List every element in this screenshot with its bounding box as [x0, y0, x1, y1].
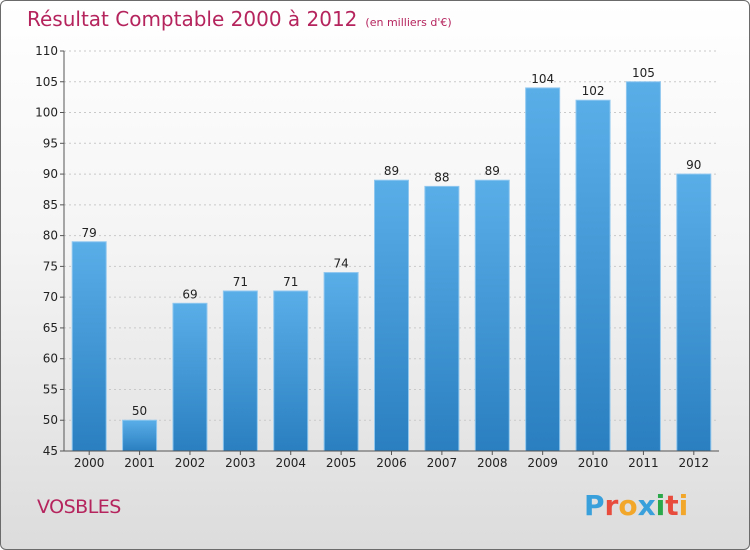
data-label-2008: 89 [485, 164, 500, 178]
y-tick-label: 75 [43, 259, 58, 273]
data-label-2003: 71 [233, 275, 248, 289]
x-tick-label-2008: 2008 [477, 456, 508, 470]
logo-letter: o [618, 489, 638, 522]
logo-letter: i [655, 489, 666, 522]
bars [71, 81, 712, 452]
y-tick-label: 70 [43, 290, 58, 304]
x-tick-label-2012: 2012 [679, 456, 710, 470]
y-tick-label: 55 [43, 382, 58, 396]
data-label-2000: 79 [82, 226, 97, 240]
y-tick-label: 80 [43, 229, 58, 243]
y-tick-label: 45 [43, 444, 58, 458]
y-tick-label: 110 [35, 44, 58, 58]
y-tick-label: 90 [43, 167, 58, 181]
bar-2011 [625, 81, 661, 452]
bar-2007 [424, 185, 460, 452]
x-tick-label-2011: 2011 [628, 456, 659, 470]
logo-letter: t [665, 489, 679, 522]
bar-2012 [676, 173, 712, 452]
y-tick-label: 85 [43, 198, 58, 212]
data-label-2005: 74 [333, 257, 348, 271]
bar-2010 [575, 99, 611, 452]
title-unit: (en milliers d'€) [365, 16, 452, 29]
x-tick-label-2009: 2009 [527, 456, 558, 470]
y-tick-label: 105 [35, 75, 58, 89]
data-label-2011: 105 [632, 66, 655, 80]
x-tick-label-2004: 2004 [275, 456, 306, 470]
y-tick-label: 95 [43, 136, 58, 150]
chart-title: Résultat Comptable 2000 à 2012 (en millie… [27, 7, 452, 31]
x-tick-label-2007: 2007 [427, 456, 458, 470]
x-tick-label-2002: 2002 [175, 456, 206, 470]
data-label-2009: 104 [531, 72, 554, 86]
bar-2004 [273, 290, 309, 452]
data-label-2010: 102 [582, 84, 605, 98]
x-axis-ticks: 2000 2001 2002 2003 2004 2005 2006 2007 2008 2009… [74, 451, 709, 470]
bar-2008 [474, 179, 510, 452]
bar-2003 [222, 290, 258, 452]
data-label-2002: 69 [182, 287, 197, 301]
bar-2006 [374, 179, 409, 452]
data-label-2001: 50 [132, 404, 147, 418]
bar-2000 [71, 241, 107, 452]
title-text: Résultat Comptable 2000 à 2012 [27, 7, 358, 31]
data-label-2004: 71 [283, 275, 298, 289]
data-labels: 79 50 69 71 71 74 89 88 89 104 102 105 90 [82, 66, 702, 418]
bar-2009 [525, 87, 561, 452]
logo-letter: r [604, 489, 619, 522]
data-label-2012: 90 [686, 158, 701, 172]
logo-letter: x [637, 489, 656, 522]
bar-2002 [172, 302, 208, 452]
logo-letter: P [584, 489, 605, 522]
y-tick-label: 50 [43, 413, 58, 427]
y-tick-label: 100 [35, 106, 58, 120]
y-tick-label: 65 [43, 321, 58, 335]
proxiti-logo: Proxiti [584, 489, 688, 522]
bar-2005 [323, 272, 359, 452]
data-label-2006: 89 [384, 164, 399, 178]
x-tick-label-2000: 2000 [74, 456, 105, 470]
bar-2001 [122, 419, 158, 452]
x-tick-label-2003: 2003 [225, 456, 256, 470]
x-tick-label-2005: 2005 [326, 456, 357, 470]
commune-name: VOSBLES [37, 496, 121, 518]
logo-letter: i [678, 489, 689, 522]
data-label-2007: 88 [434, 170, 449, 184]
x-tick-label-2001: 2001 [124, 456, 155, 470]
y-tick-label: 60 [43, 352, 58, 366]
x-tick-label-2010: 2010 [578, 456, 609, 470]
x-tick-label-2006: 2006 [376, 456, 407, 470]
y-axis-ticks: 45 50 55 60 65 70 75 80 85 90 95 100 105 110 [35, 44, 64, 458]
